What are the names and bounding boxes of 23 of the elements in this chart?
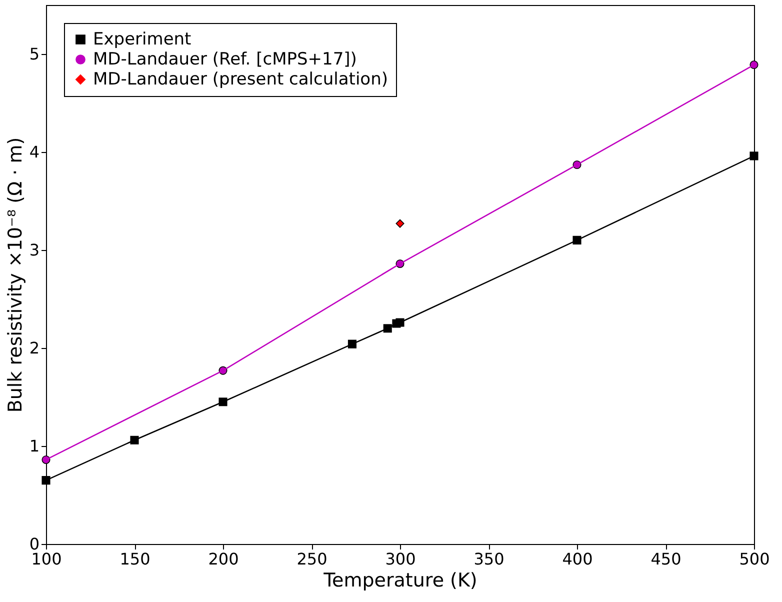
y-tick-label: 4 bbox=[29, 142, 40, 162]
y-axis-title: Bulk resistivity ×10⁻⁸ (Ω · m) bbox=[4, 137, 26, 413]
point bbox=[396, 219, 404, 228]
x-tick-label: 450 bbox=[650, 550, 682, 568]
y-tick-label: 5 bbox=[29, 44, 40, 64]
x-tick-label: 200 bbox=[208, 550, 239, 568]
legend-label: MD-Landauer (present calculation) bbox=[93, 70, 388, 90]
x-tick-label: 350 bbox=[474, 550, 504, 568]
legend-label: MD-Landauer (Ref. [cMPS+17]) bbox=[93, 50, 357, 70]
x-tick-label: 300 bbox=[385, 550, 416, 568]
x-tick-label: 400 bbox=[562, 550, 593, 568]
y-tick-label: 2 bbox=[29, 338, 40, 358]
x-tick-label: 250 bbox=[296, 550, 328, 568]
point bbox=[42, 476, 50, 485]
y-tick-label: 3 bbox=[29, 240, 40, 260]
legend-label: Experiment bbox=[93, 30, 192, 50]
x-axis-title: Temperature (K) bbox=[322, 570, 478, 592]
point bbox=[396, 318, 404, 327]
y-tick-label: 1 bbox=[29, 436, 40, 456]
point bbox=[750, 152, 758, 160]
x-tick-label: 500 bbox=[739, 550, 770, 568]
x-tick-label: 150 bbox=[120, 550, 150, 568]
point bbox=[750, 60, 758, 70]
